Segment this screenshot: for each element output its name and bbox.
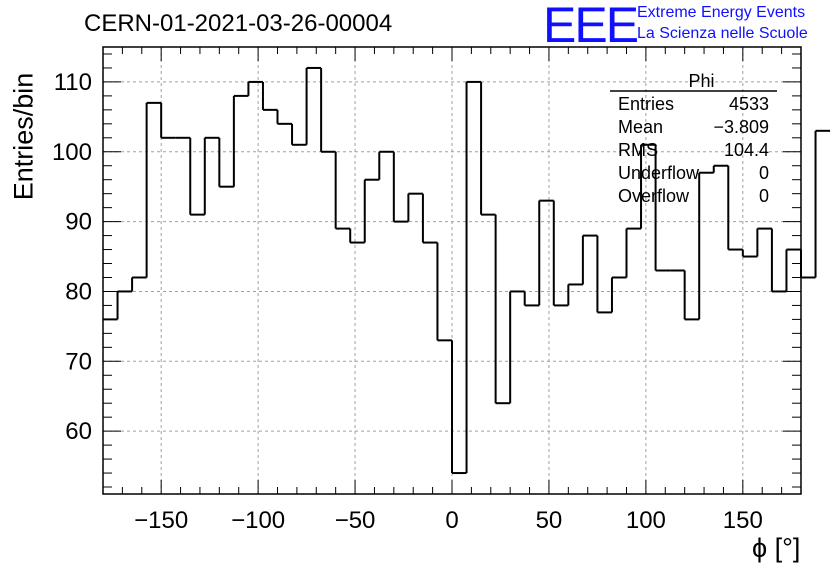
y-tick-label: 110 <box>54 69 92 96</box>
stats-value-underflow: 0 <box>759 163 769 183</box>
x-tick-label: 0 <box>445 507 458 534</box>
x-tick-label: 100 <box>626 507 666 534</box>
x-tick-label: −100 <box>231 507 285 534</box>
stats-box-title: Phi <box>688 71 714 91</box>
stats-value-mean: −3.809 <box>713 117 769 137</box>
stats-label-rms: RMS <box>618 140 658 160</box>
stats-label-mean: Mean <box>618 117 663 137</box>
x-tick-label: −50 <box>335 507 376 534</box>
stats-value-rms: 104.4 <box>724 140 769 160</box>
x-tick-label: 50 <box>536 507 563 534</box>
x-tick-label: 150 <box>723 507 763 534</box>
eee-logo: EEE <box>543 0 639 53</box>
x-tick-label: −150 <box>134 507 188 534</box>
logo-line-2: La Scienza nelle Scuole <box>637 25 808 42</box>
y-tick-label: 60 <box>65 418 92 445</box>
stats-value-overflow: 0 <box>759 186 769 206</box>
logo-line-1: Extreme Energy Events <box>637 4 806 21</box>
stats-label-underflow: Underflow <box>618 163 700 183</box>
y-tick-label: 100 <box>52 139 92 166</box>
x-axis-label: ϕ [°] <box>752 533 801 563</box>
chart-title: CERN-01-2021-03-26-00004 <box>84 10 393 37</box>
stats-label-overflow: Overflow <box>618 186 690 206</box>
y-tick-label: 80 <box>65 278 92 305</box>
y-tick-label: 90 <box>65 209 92 236</box>
stats-value-entries: 4533 <box>729 94 769 114</box>
stats-label-entries: Entries <box>618 94 674 114</box>
y-tick-label: 70 <box>65 348 92 375</box>
